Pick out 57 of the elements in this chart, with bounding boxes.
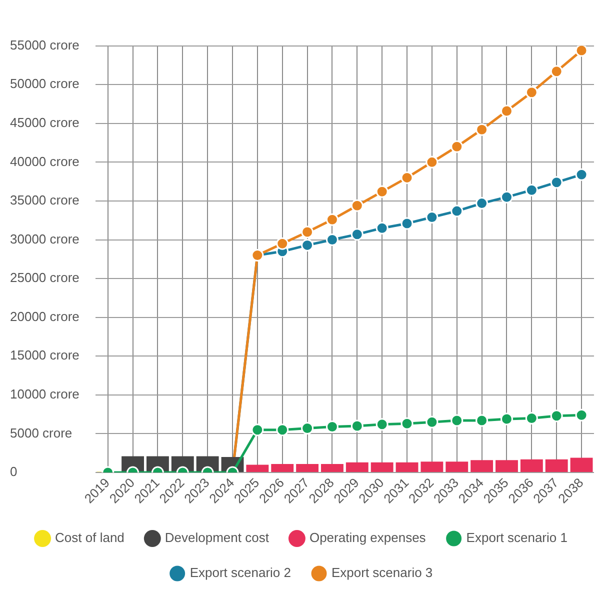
point xyxy=(426,211,438,224)
point xyxy=(450,140,464,153)
point xyxy=(426,416,438,428)
legend-label: Cost of land xyxy=(55,530,124,546)
y-tick-label: 55000 crore xyxy=(10,37,80,52)
legend-label: Export scenario 3 xyxy=(332,565,433,580)
point xyxy=(326,420,338,433)
point xyxy=(276,237,289,250)
point xyxy=(575,46,588,57)
point xyxy=(376,222,388,234)
legend-label: Export scenario 1 xyxy=(466,530,568,546)
y-tick-label: 40000 crore xyxy=(10,154,80,169)
point xyxy=(525,184,538,196)
y-tick-label: 45000 crore xyxy=(10,114,80,130)
point xyxy=(376,418,388,431)
y-tick-label: 20000 crore xyxy=(10,308,80,324)
point xyxy=(575,168,588,181)
point xyxy=(500,104,513,118)
point xyxy=(350,420,364,432)
point xyxy=(400,417,414,430)
point xyxy=(450,414,464,427)
point xyxy=(326,213,338,226)
point xyxy=(450,204,464,218)
point xyxy=(426,156,438,168)
point xyxy=(550,65,563,78)
point xyxy=(301,226,314,238)
point xyxy=(476,123,488,136)
legend-label: Development cost xyxy=(164,530,270,546)
point xyxy=(476,414,488,427)
y-tick-label: 25000 crore xyxy=(10,270,80,286)
point xyxy=(400,171,414,184)
y-tick-label: 15000 crore xyxy=(10,348,80,363)
y-tick-label: 10000 crore xyxy=(10,386,80,402)
y-tick-label: 5000 crore xyxy=(10,425,72,440)
point xyxy=(301,422,314,435)
point xyxy=(276,424,289,436)
point xyxy=(550,176,563,189)
point xyxy=(476,197,488,210)
point xyxy=(525,86,538,99)
legend-label: Export scenario 2 xyxy=(190,565,292,580)
point xyxy=(525,412,538,424)
point xyxy=(350,199,364,212)
point xyxy=(400,217,414,230)
point xyxy=(326,234,338,246)
point xyxy=(500,190,513,204)
legend-label: Operating expenses xyxy=(309,530,426,546)
point xyxy=(301,238,314,252)
point xyxy=(500,412,513,426)
point xyxy=(350,228,364,241)
point xyxy=(251,424,264,436)
point xyxy=(575,408,588,422)
y-tick-label: 35000 crore xyxy=(10,192,80,208)
point xyxy=(376,185,388,198)
y-tick-label: 30000 crore xyxy=(10,231,80,246)
y-tick-label: 50000 crore xyxy=(10,76,80,92)
point xyxy=(550,410,563,422)
y-tick-label: 0 xyxy=(10,464,18,480)
